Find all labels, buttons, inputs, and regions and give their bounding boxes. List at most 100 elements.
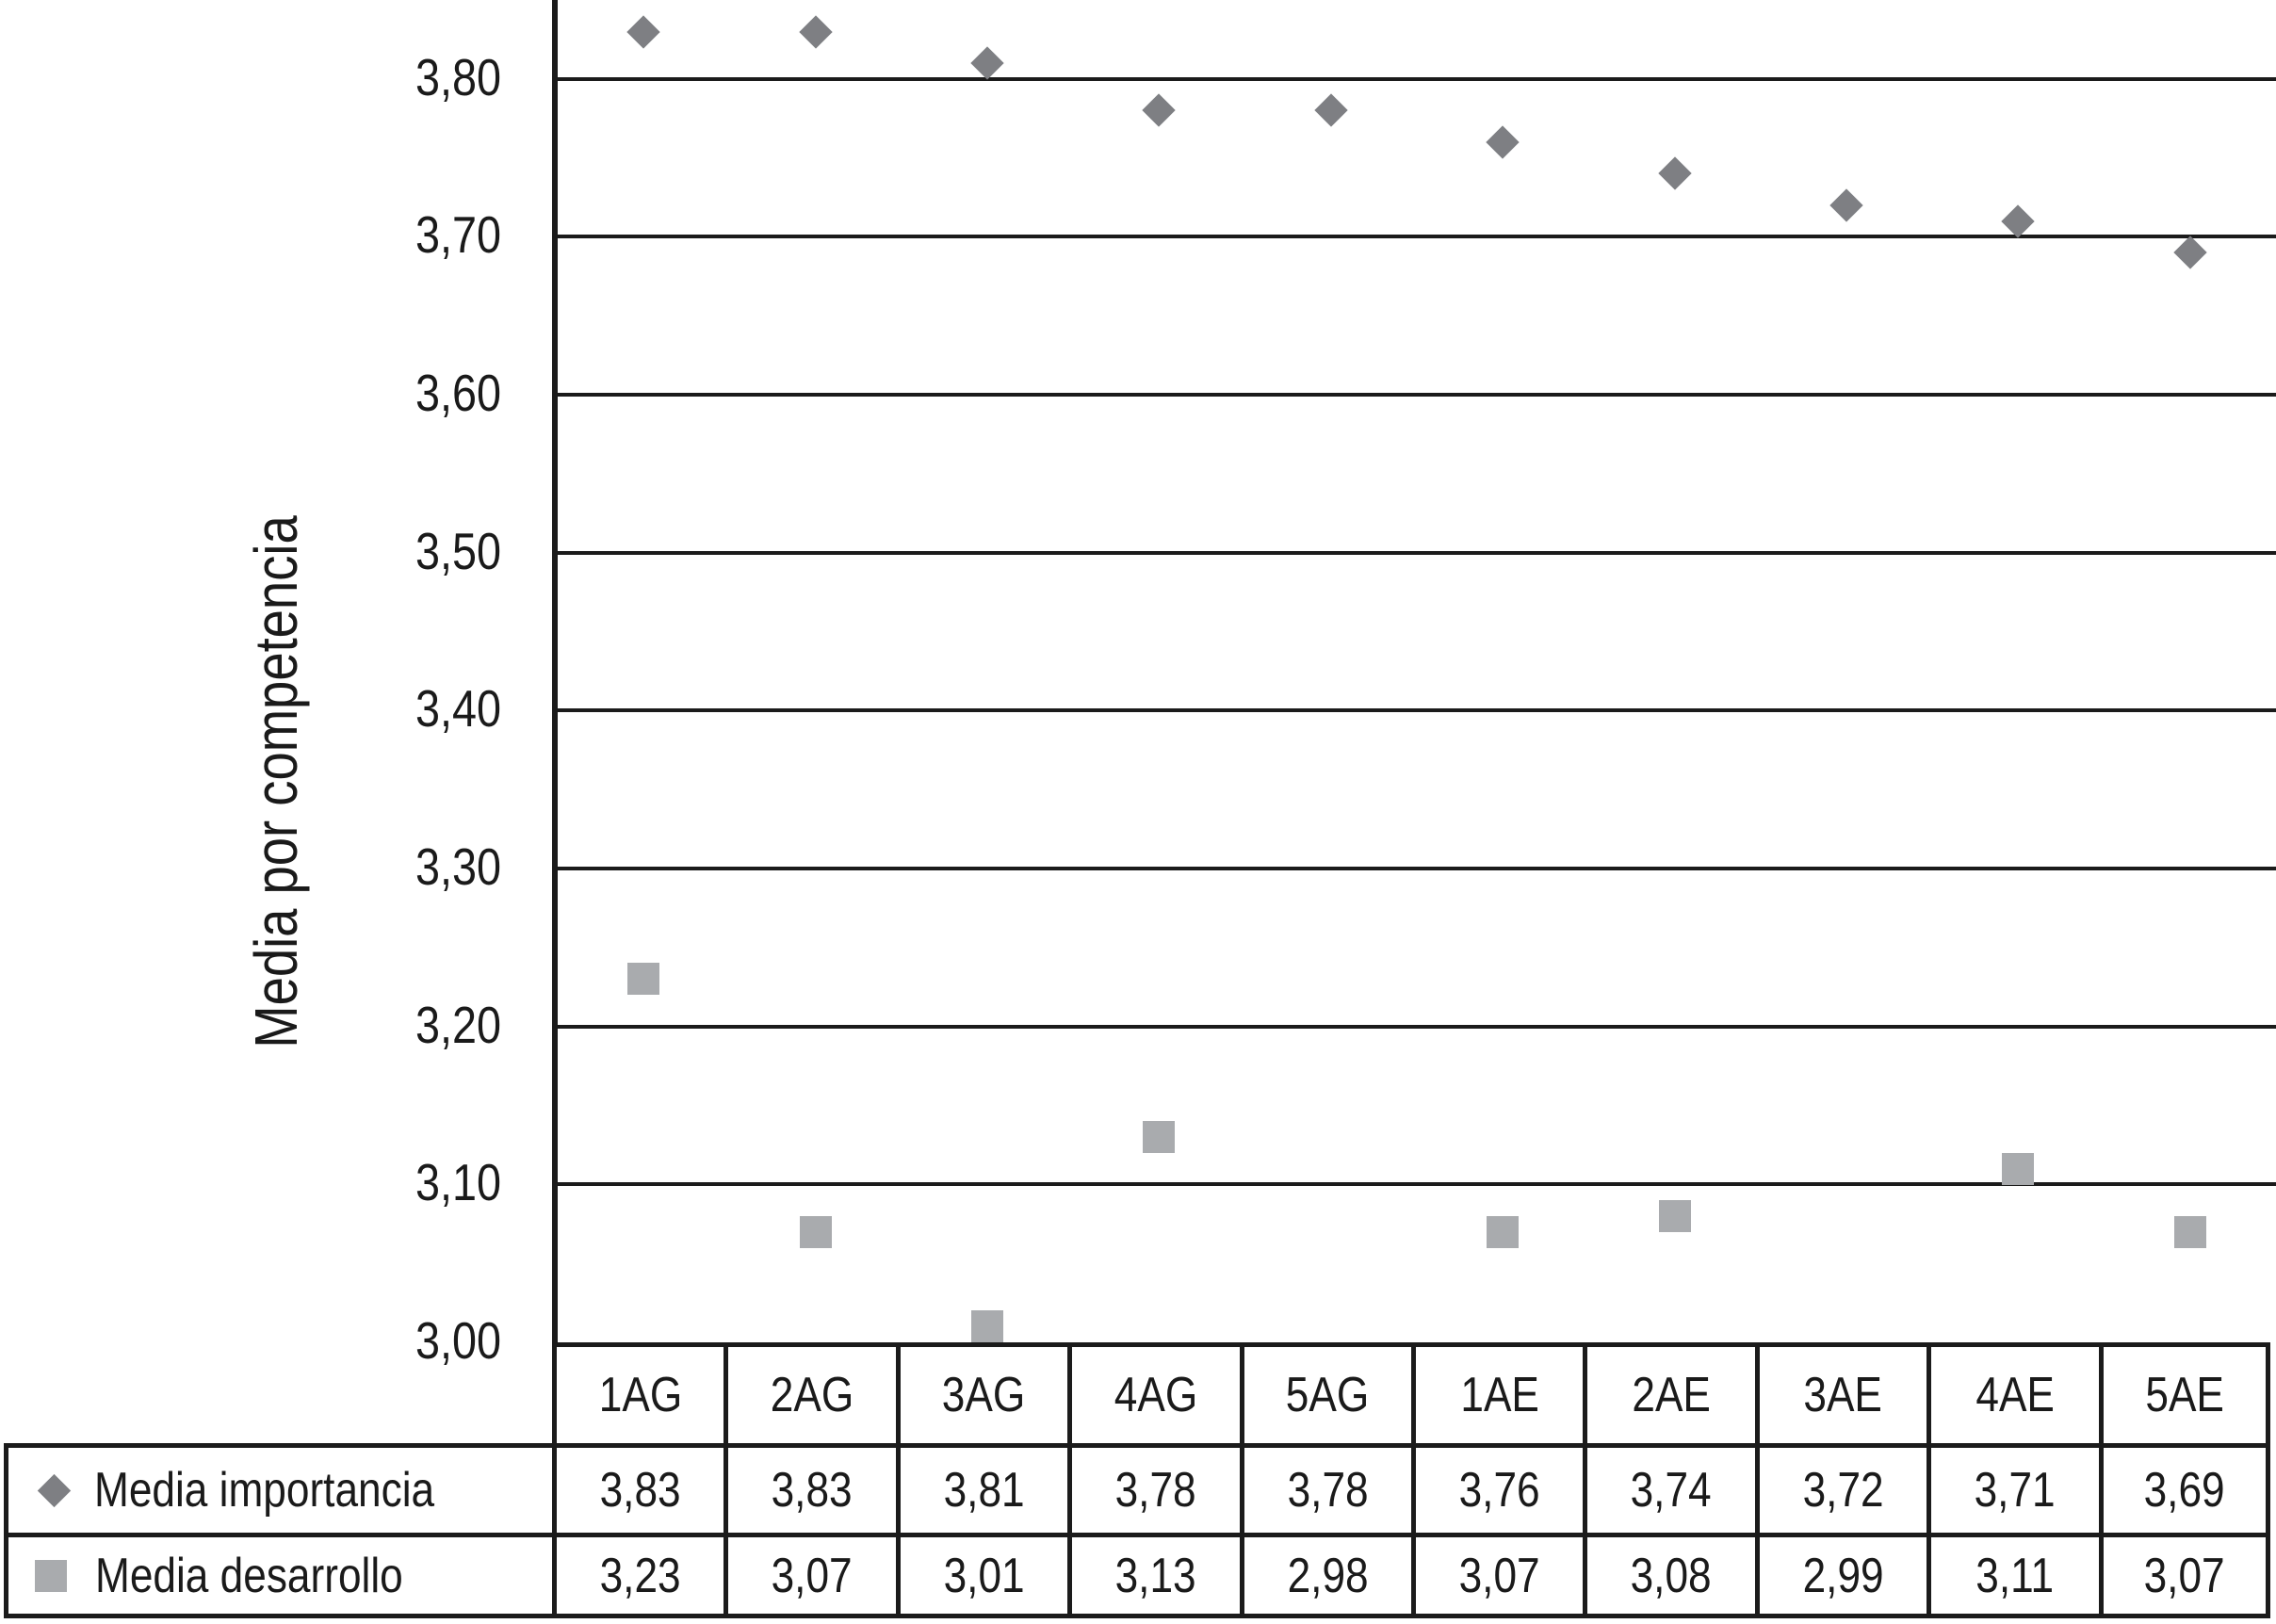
value-cell-importancia-5AE: 3,69	[2098, 1443, 2270, 1533]
cell-text: 3,07	[772, 1548, 854, 1603]
cell-text: 5AG	[1286, 1368, 1370, 1422]
cell-text: 5AE	[2145, 1368, 2224, 1422]
cell-text: 3,23	[599, 1548, 681, 1603]
cell-text: 3AE	[1803, 1368, 1883, 1422]
cell-text: 3,69	[2143, 1463, 2225, 1518]
category-header-3AG: 3AG	[895, 1342, 1068, 1443]
cell-text: 3,76	[1458, 1463, 1540, 1518]
category-header-4AG: 4AG	[1067, 1342, 1240, 1443]
y-tick-text: 3,10	[415, 1153, 501, 1212]
category-header-1AE: 1AE	[1410, 1342, 1584, 1443]
cell-text: 3,78	[1114, 1463, 1196, 1518]
value-cell-importancia-3AE: 3,72	[1754, 1443, 1927, 1533]
cell-text: 3,78	[1287, 1463, 1369, 1518]
diamond-marker-4AG	[1142, 93, 1177, 128]
diamond-marker-2AG	[798, 14, 833, 49]
y-tick-text: 3,30	[415, 837, 501, 897]
value-cell-importancia-2AG: 3,83	[723, 1443, 896, 1533]
y-tick-label-3,80: 3,80	[236, 47, 501, 107]
value-cell-importancia-4AG: 3,78	[1067, 1443, 1240, 1533]
value-cell-desarrollo-1AG: 3,23	[552, 1533, 724, 1618]
value-cell-importancia-2AE: 3,74	[1583, 1443, 1755, 1533]
gridline-y-3,10	[558, 1182, 2276, 1187]
value-cell-desarrollo-4AE: 3,11	[1926, 1533, 2099, 1618]
cell-text: 3,74	[1631, 1463, 1713, 1518]
square-marker-3AG	[971, 1310, 1003, 1342]
y-tick-label-3,60: 3,60	[236, 363, 501, 423]
square-marker-4AE	[2002, 1152, 2035, 1185]
cell-text: 3,07	[2143, 1548, 2225, 1603]
square-marker-5AE	[2173, 1215, 2206, 1248]
y-tick-text: 3,60	[415, 364, 501, 423]
header-spacer	[4, 1342, 552, 1443]
data-table: 1AG 2AG 3AG 4AG 5AG 1AE 2AE 3AE 4AE 5AE Media impo…	[4, 1342, 2270, 1618]
category-header-4AE: 4AE	[1926, 1342, 2099, 1443]
diamond-marker-1AG	[626, 14, 660, 49]
legend-label: Media importancia	[94, 1463, 435, 1518]
cell-text: 2AE	[1632, 1368, 1711, 1422]
category-header-1AG: 1AG	[552, 1342, 724, 1443]
y-tick-label-3,00: 3,00	[236, 1310, 501, 1371]
cell-text: 3,72	[1802, 1463, 1884, 1518]
cell-text: 3,07	[1458, 1548, 1540, 1603]
cell-text: 1AG	[598, 1368, 682, 1422]
legend-cell-square: Media desarrollo	[4, 1533, 552, 1618]
y-tick-text: 3,40	[415, 679, 501, 739]
square-marker-2AG	[799, 1215, 832, 1248]
gridline-y-3,30	[558, 867, 2276, 871]
y-tick-label-3,50: 3,50	[236, 521, 501, 581]
category-header-5AE: 5AE	[2098, 1342, 2270, 1443]
legend-cell-diamond: Media importancia	[4, 1443, 552, 1533]
value-cell-importancia-5AG: 3,78	[1239, 1443, 1411, 1533]
cell-text: 4AE	[1975, 1368, 2055, 1422]
value-cell-desarrollo-5AG: 2,98	[1239, 1533, 1411, 1618]
y-tick-text: 3,80	[415, 47, 501, 106]
y-tick-label-3,70: 3,70	[236, 204, 501, 265]
gridline-y-3,60	[558, 393, 2276, 398]
y-tick-text: 3,70	[415, 205, 501, 265]
diamond-icon	[37, 1473, 72, 1507]
value-cell-importancia-1AG: 3,83	[552, 1443, 724, 1533]
diamond-marker-5AE	[2173, 235, 2207, 269]
value-cell-desarrollo-2AE: 3,08	[1583, 1533, 1755, 1618]
cell-text: 3AG	[942, 1368, 1026, 1422]
value-cell-importancia-4AE: 3,71	[1926, 1443, 2099, 1533]
gridline-y-3,40	[558, 708, 2276, 713]
gridline-y-3,20	[558, 1024, 2276, 1029]
diamond-marker-2AE	[1657, 156, 1692, 191]
gridline-y-3,50	[558, 550, 2276, 555]
square-icon	[35, 1559, 67, 1592]
square-marker-4AG	[1143, 1121, 1176, 1154]
value-cell-desarrollo-5AE: 3,07	[2098, 1533, 2270, 1618]
square-marker-1AG	[627, 963, 660, 996]
cell-text: 3,83	[772, 1463, 854, 1518]
gridline-y-3,80	[558, 76, 2276, 81]
diamond-marker-4AE	[2001, 204, 2036, 238]
cell-text: 3,08	[1631, 1548, 1713, 1603]
y-tick-text: 3,50	[415, 521, 501, 580]
category-header-2AG: 2AG	[723, 1342, 896, 1443]
category-header-5AG: 5AG	[1239, 1342, 1411, 1443]
legend-label: Media desarrollo	[95, 1548, 403, 1603]
value-cell-desarrollo-4AG: 3,13	[1067, 1533, 1240, 1618]
y-axis-title: Media por competencia	[242, 515, 310, 1048]
y-tick-text: 3,20	[415, 995, 501, 1054]
cell-text: 2,99	[1802, 1548, 1884, 1603]
cell-text: 2,98	[1287, 1548, 1369, 1603]
gridline-y-3,70	[558, 235, 2276, 239]
diamond-marker-3AE	[1829, 188, 1863, 222]
y-tick-label-3,20: 3,20	[236, 995, 501, 1055]
cell-text: 3,71	[1974, 1463, 2056, 1518]
cell-text: 3,81	[943, 1463, 1025, 1518]
square-marker-2AE	[1658, 1199, 1691, 1232]
diamond-marker-5AG	[1314, 93, 1348, 128]
value-cell-desarrollo-3AE: 2,99	[1754, 1533, 1927, 1618]
cell-text: 4AG	[1114, 1368, 1198, 1422]
category-header-3AE: 3AE	[1754, 1342, 1927, 1443]
value-cell-importancia-1AE: 3,76	[1410, 1443, 1584, 1533]
cell-text: 2AG	[770, 1368, 854, 1422]
square-marker-1AE	[1487, 1215, 1520, 1248]
diamond-marker-1AE	[1486, 125, 1520, 159]
cell-text: 3,13	[1114, 1548, 1196, 1603]
